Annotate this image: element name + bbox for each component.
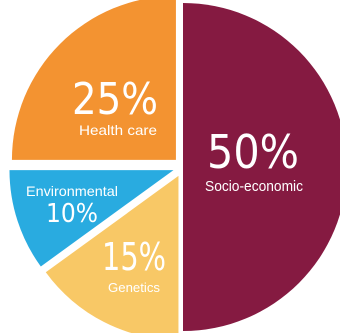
slice-socio-economic-value-label: 50% [207, 125, 299, 179]
slice-health-care-value-label: 25% [72, 74, 158, 125]
slice-socio-economic [183, 3, 340, 331]
slice-environmental-value-label: 10% [46, 199, 98, 229]
slice-health-care-category-label: Health care [79, 122, 157, 138]
slice-genetics [45, 175, 179, 333]
slice-environmental-category-label: Environmental [26, 183, 118, 199]
slice-genetics-value-label: 15% [102, 235, 166, 279]
slice-health-care [11, 0, 176, 160]
slice-socio-economic-category-label: Socio-economic [205, 178, 303, 195]
slice-environmental [9, 170, 174, 267]
slice-genetics-category-label: Genetics [108, 280, 160, 295]
